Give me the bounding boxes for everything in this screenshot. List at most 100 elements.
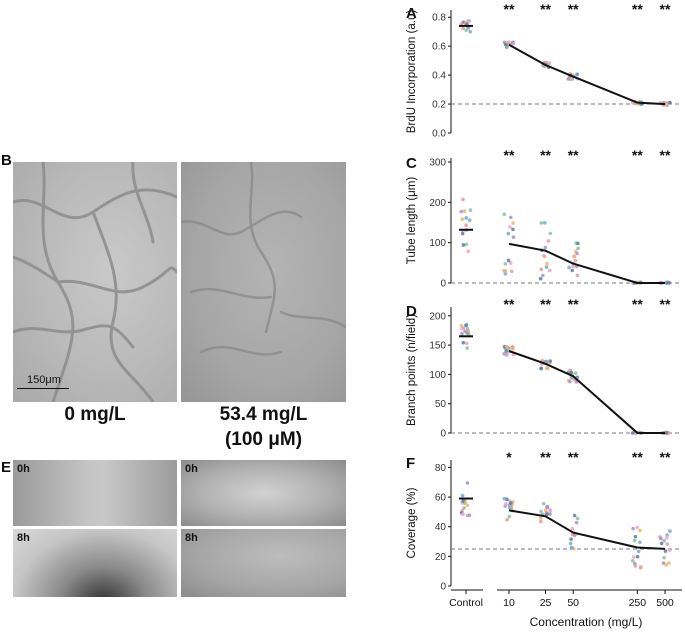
data-point (461, 26, 465, 31)
data-point (506, 258, 511, 263)
time-label: 8h (17, 532, 30, 544)
data-point (511, 221, 515, 225)
x-tick-label: 25 (540, 597, 552, 609)
data-point (509, 215, 513, 220)
data-point (467, 218, 472, 222)
data-point (630, 431, 635, 435)
panel-label: F (406, 455, 415, 472)
data-point (566, 77, 570, 81)
y-axis-label: Branch points (n/field) (406, 314, 418, 426)
data-point (508, 225, 512, 229)
data-point (659, 541, 664, 546)
tube-network-control (13, 162, 177, 402)
y-tick-label: 200 (429, 311, 446, 322)
data-point (511, 235, 516, 239)
scale-bar-label: 150μm (27, 374, 61, 386)
data-point (502, 212, 507, 217)
data-point (570, 268, 575, 273)
data-point (665, 542, 670, 546)
data-point (506, 231, 511, 236)
data-point (574, 520, 579, 525)
significance-marker: ** (504, 147, 515, 163)
data-point (659, 536, 663, 541)
data-point (546, 239, 551, 243)
chart-a: A 0.0 0.2 0.4 0.6 0.8 BrdU Incorporation (a.u)… (406, 1, 682, 140)
data-point (465, 481, 470, 485)
data-point (575, 273, 580, 278)
y-tick-label: 150 (429, 341, 446, 352)
data-point (632, 538, 637, 543)
y-tick-label: 300 (429, 158, 446, 169)
significance-marker: ** (568, 147, 579, 163)
y-tick-label: 0.0 (432, 129, 446, 140)
data-point (544, 265, 549, 269)
significance-marker: ** (540, 147, 551, 163)
scratch-control-0h: 0h (13, 460, 177, 526)
data-point (570, 526, 575, 531)
data-point (668, 529, 672, 533)
chart-d: D 0 50 100 150 200 Branch points (n/field) ** **… (406, 296, 682, 440)
data-point (541, 501, 546, 506)
data-point (538, 516, 543, 520)
x-tick-label: 10 (503, 597, 515, 609)
data-point (547, 268, 552, 273)
data-point (548, 231, 553, 236)
data-point (460, 217, 465, 222)
significance-marker: ** (504, 1, 515, 17)
data-point (635, 525, 639, 530)
y-tick-label: 100 (429, 370, 446, 381)
x-tick-label: 50 (567, 597, 579, 609)
data-point (464, 28, 468, 33)
y-tick-label: 0.4 (432, 71, 446, 82)
data-point (465, 341, 469, 346)
data-point (668, 100, 672, 105)
y-axis-label: BrdU Incorporation (a.u) (406, 10, 418, 134)
significance-marker: ** (540, 1, 551, 17)
data-point (638, 540, 642, 545)
data-point (462, 506, 466, 510)
data-point (509, 269, 514, 274)
data-point (504, 502, 508, 506)
data-point (575, 72, 580, 77)
significance-marker: ** (660, 1, 671, 17)
micrograph-control: 150μm (13, 162, 177, 402)
data-point (567, 265, 571, 270)
scratch-treated-8h: 8h (181, 529, 346, 597)
data-point (638, 528, 642, 533)
data-point (543, 508, 548, 512)
scratch-control-8h: 8h (13, 529, 177, 597)
data-point (632, 561, 637, 566)
significance-marker: ** (540, 296, 551, 312)
data-point (664, 535, 669, 540)
significance-marker: ** (568, 296, 579, 312)
data-point (463, 329, 467, 334)
panel-label: A (406, 5, 417, 22)
scratch-treated-0h: 0h (181, 460, 346, 526)
data-point (631, 555, 636, 559)
data-point (461, 512, 465, 517)
x-tick-label: 250 (629, 597, 647, 609)
data-point (572, 513, 577, 518)
data-point (507, 514, 512, 519)
data-point (569, 537, 573, 541)
data-point (465, 326, 470, 331)
data-point (502, 268, 506, 273)
x-tick-label: Control (449, 597, 483, 609)
significance-marker: * (506, 449, 512, 465)
data-point (548, 359, 552, 363)
data-point (505, 518, 509, 522)
caption-treated-line1: 53.4 mg/L (219, 404, 308, 425)
y-tick-label: 60 (435, 493, 447, 504)
data-point (544, 512, 549, 517)
data-point (460, 326, 464, 331)
data-point (664, 431, 669, 435)
significance-marker: ** (660, 449, 671, 465)
data-point (503, 261, 508, 266)
data-point (502, 351, 507, 356)
significance-marker: ** (540, 449, 551, 465)
data-point (569, 370, 574, 375)
data-point (575, 251, 579, 256)
significance-marker: ** (632, 296, 643, 312)
data-point (504, 349, 509, 353)
data-point (541, 253, 546, 258)
